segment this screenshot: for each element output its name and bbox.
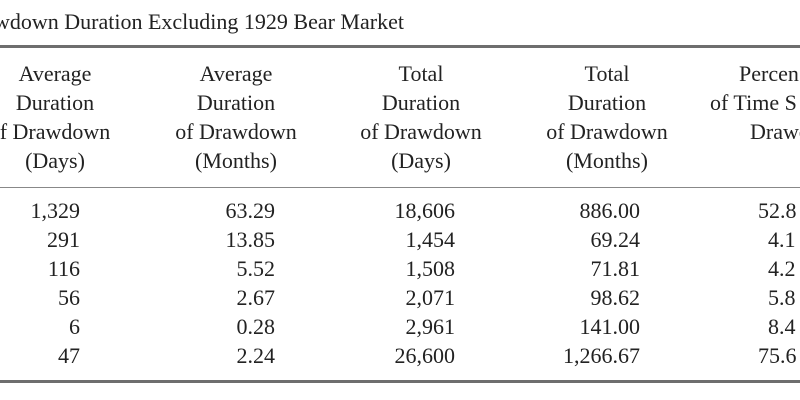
table-cell: 5.52: [236, 256, 276, 281]
header-line: Percen: [739, 61, 799, 86]
table-cell: 291: [47, 227, 80, 252]
column-avg-duration-months: 63.29 13.85 5.52 2.67 0.28 2.24: [190, 196, 276, 370]
header-line: Duration: [196, 90, 276, 115]
table-cell: 75.6: [758, 343, 797, 368]
table-cell: 1,454: [405, 227, 456, 252]
header-divider-rule: [0, 187, 800, 188]
table-cell: 886.00: [579, 198, 641, 223]
header-line: Total: [398, 61, 444, 86]
table-cell: 1,329: [30, 198, 81, 223]
table-cell: 5.8: [768, 285, 796, 310]
table-bottom-rule: [0, 380, 800, 383]
header-avg-duration-months: Average Duration of Drawdown (Months): [170, 59, 302, 175]
column-total-duration-days: 18,606 1,454 1,508 2,071 2,961 26,600: [370, 196, 456, 370]
header-line: Drawd: [750, 119, 800, 144]
table-cell: 63.29: [225, 198, 276, 223]
table-cell: 47: [58, 343, 80, 368]
table-cell: 71.81: [590, 256, 641, 281]
table-cell: 116: [47, 256, 80, 281]
header-line: Duration: [381, 90, 461, 115]
table-cell: 56: [58, 285, 80, 310]
table-cell: 4.1: [768, 227, 796, 252]
table-cell: 2.67: [236, 285, 276, 310]
header-percent-time: Percen of Time S Drawd: [708, 59, 800, 175]
table-cell: 2.24: [236, 343, 276, 368]
table-cell: 4.2: [768, 256, 796, 281]
header-line: Average: [18, 61, 92, 86]
table-cell: 1,508: [405, 256, 456, 281]
table-cell: 8.4: [768, 314, 796, 339]
header-line: (Days): [25, 148, 85, 173]
header-line: Average: [199, 61, 273, 86]
table-cell: 26,600: [394, 343, 456, 368]
table-cell: 52.8: [758, 198, 797, 223]
table-cell: 69.24: [590, 227, 641, 252]
table-cell: 1,266.67: [563, 343, 640, 368]
header-line: [708, 146, 800, 175]
column-total-duration-months: 886.00 69.24 71.81 98.62 141.00 1,266.67: [535, 196, 640, 370]
header-avg-duration-days: Average Duration f Drawdown (Days): [0, 59, 120, 175]
header-line: of Drawdown: [175, 119, 297, 144]
header-line: (Months): [566, 148, 648, 173]
table-top-rule: [0, 45, 800, 48]
header-line: of Time S: [710, 90, 797, 115]
header-line: of Drawdown: [546, 119, 668, 144]
header-line: f Drawdown: [0, 119, 111, 144]
table-cell: 141.00: [579, 314, 641, 339]
header-line: (Days): [391, 148, 451, 173]
table-cell: 18,606: [394, 198, 456, 223]
table-cell: 2,071: [405, 285, 456, 310]
header-line: (Months): [195, 148, 277, 173]
table-cell: 13.85: [225, 227, 276, 252]
header-total-duration-months: Total Duration of Drawdown (Months): [541, 59, 673, 175]
header-line: Duration: [567, 90, 647, 115]
table-cell: 2,961: [405, 314, 456, 339]
header-line: of Drawdown: [360, 119, 482, 144]
column-avg-duration-days: 1,329 291 116 56 6 47: [10, 196, 81, 370]
header-line: Duration: [15, 90, 95, 115]
table-cell: 98.62: [590, 285, 641, 310]
column-percent-time: 52.8 4.1 4.2 5.8 8.4 75.6: [758, 196, 800, 370]
table-cell: 0.28: [236, 314, 276, 339]
header-total-duration-days: Total Duration of Drawdown (Days): [355, 59, 487, 175]
table-caption: wdown Duration Excluding 1929 Bear Marke…: [0, 9, 404, 34]
header-line: Total: [584, 61, 630, 86]
table-cell: 6: [69, 314, 80, 339]
